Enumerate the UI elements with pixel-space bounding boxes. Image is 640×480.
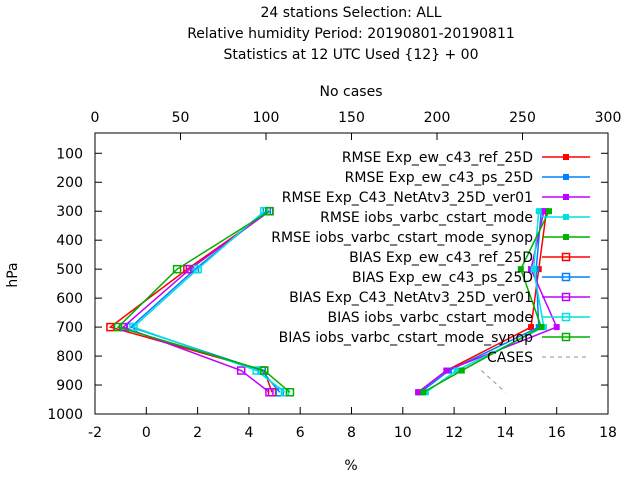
legend-swatch-marker xyxy=(563,154,569,160)
y-axis-ticks: 100 200 300 400 500 600 700 800 900 1000 xyxy=(47,146,608,423)
x-tick-label: 14 xyxy=(496,425,514,441)
top-tick-label: 0 xyxy=(91,110,100,126)
data-point xyxy=(420,389,427,396)
data-point xyxy=(528,324,535,331)
series-line xyxy=(116,210,291,393)
data-point xyxy=(546,208,553,215)
series-line xyxy=(121,210,270,393)
x-tick-label: 18 xyxy=(599,425,617,441)
data-point xyxy=(193,264,202,274)
data-point xyxy=(113,322,123,332)
data-point xyxy=(260,366,269,375)
y-tick-label: 200 xyxy=(56,175,83,191)
legend-swatch-marker xyxy=(563,234,569,240)
legend-label: BIAS iobs_varbc_cstart_mode_synop xyxy=(279,330,534,346)
y-tick-label: 300 xyxy=(56,204,83,220)
data-point xyxy=(415,389,422,396)
top-tick-label: 150 xyxy=(338,110,365,126)
legend-label: RMSE Exp_ew_c43_ref_25D xyxy=(342,150,533,166)
cases-line xyxy=(481,370,506,393)
x-tick-label: 16 xyxy=(548,425,566,441)
data-point xyxy=(517,266,524,273)
x-axis-label: % xyxy=(344,458,357,474)
data-point xyxy=(535,208,542,215)
title-line: 24 stations Selection: ALL xyxy=(260,5,441,21)
x-tick-label: -2 xyxy=(88,425,102,441)
legend-swatch-marker xyxy=(561,292,571,302)
legend-label: RMSE iobs_varbc_cstart_mode xyxy=(320,210,533,226)
legend-label-cases: CASES xyxy=(487,350,533,366)
series-9 xyxy=(113,206,295,397)
x-tick-label: 12 xyxy=(445,425,463,441)
data-point xyxy=(236,366,246,375)
data-point xyxy=(530,266,537,273)
top-tick-label: 100 xyxy=(253,110,280,126)
data-point xyxy=(453,367,460,374)
data-point xyxy=(285,388,295,397)
title-line: Relative humidity Period: 20190801-20190… xyxy=(187,26,515,42)
x-tick-label: 6 xyxy=(296,425,305,441)
y-tick-label: 700 xyxy=(56,320,83,336)
top-tick-label: 300 xyxy=(595,110,622,126)
legend-label: RMSE Exp_C43_NetAtv3_25D_ver01 xyxy=(282,190,533,206)
legend-label: BIAS iobs_varbc_cstart_mode xyxy=(328,310,534,326)
legend-label: RMSE iobs_varbc_cstart_mode_synop xyxy=(271,230,533,246)
data-point xyxy=(129,322,138,332)
data-point xyxy=(265,206,274,216)
top-tick-label: 200 xyxy=(424,110,451,126)
legend-swatch-marker xyxy=(563,174,569,180)
chart-title: 24 stations Selection: ALL Relative humid… xyxy=(187,5,515,63)
data-point xyxy=(265,388,274,397)
data-point xyxy=(538,324,545,331)
y-tick-label: 100 xyxy=(56,146,83,162)
legend-swatch-marker xyxy=(561,312,571,322)
top-tick-label: 50 xyxy=(172,110,190,126)
y-tick-label: 900 xyxy=(56,378,83,394)
top-axis-label: No cases xyxy=(320,84,383,100)
series-4 xyxy=(420,208,553,396)
data-point xyxy=(443,367,450,374)
legend-label: BIAS Exp_C43_NetAtv3_25D_ver01 xyxy=(289,290,533,306)
series-lines xyxy=(106,206,560,397)
x-tick-label: 4 xyxy=(244,425,253,441)
legend-swatch-marker xyxy=(561,272,571,282)
data-point xyxy=(540,208,547,215)
top-axis-ticks: 0 50 100 150 200 250 300 xyxy=(91,110,622,140)
x-tick-label: 8 xyxy=(347,425,356,441)
x-tick-label: 10 xyxy=(394,425,412,441)
legend-swatch-marker xyxy=(561,252,571,262)
y-tick-label: 400 xyxy=(56,233,83,249)
legend-label: BIAS Exp_ew_c43_ref_25D xyxy=(349,250,533,266)
x-axis-ticks: -2 0 2 4 6 8 10 12 14 16 18 xyxy=(88,407,617,441)
series-line xyxy=(132,210,286,393)
legend: RMSE Exp_ew_c43_ref_25D RMSE Exp_ew_c43_p… xyxy=(271,150,590,366)
y-tick-label: 800 xyxy=(56,349,83,365)
data-point xyxy=(553,324,560,331)
y-axis-label: hPa xyxy=(5,262,21,287)
legend-swatch-marker xyxy=(561,332,571,342)
title-line: Statistics at 12 UTC Used {12} + 00 xyxy=(223,47,478,63)
data-point xyxy=(458,367,465,374)
legend-label: RMSE Exp_ew_c43_ps_25D xyxy=(345,170,533,186)
legend-swatch-marker xyxy=(563,214,569,220)
x-tick-label: 2 xyxy=(193,425,202,441)
cases-series xyxy=(481,370,506,393)
top-tick-label: 250 xyxy=(509,110,536,126)
y-tick-label: 1000 xyxy=(47,407,83,423)
y-tick-label: 600 xyxy=(56,291,83,307)
x-tick-label: 0 xyxy=(142,425,151,441)
legend-swatch-marker xyxy=(563,194,569,200)
legend-label: BIAS Exp_ew_c43_ps_25D xyxy=(352,270,533,286)
y-tick-label: 500 xyxy=(56,262,83,278)
data-point xyxy=(172,264,182,274)
